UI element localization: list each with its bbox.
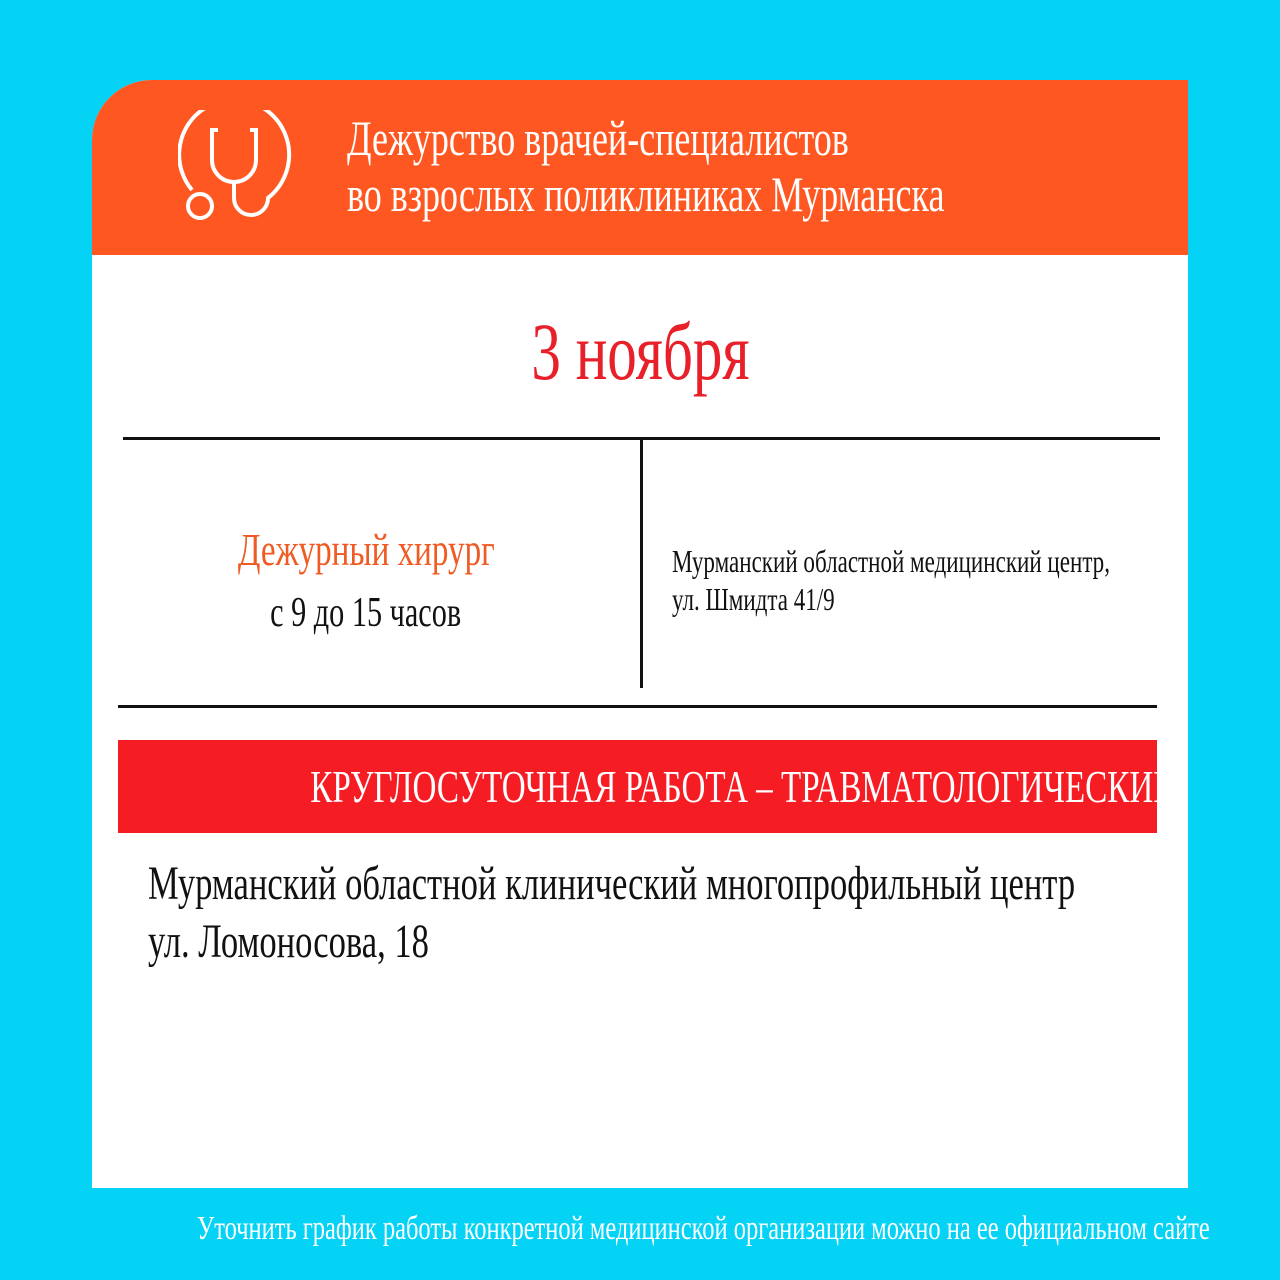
header: Дежурство врачей-специалистов во взрослы…	[92, 80, 1188, 255]
duty-address-line-2: ул. Шмидта 41/9	[672, 581, 835, 617]
banner-text: КРУГЛОСУТОЧНАЯ РАБОТА – ТРАВМАТОЛОГИЧЕСК…	[310, 761, 1188, 812]
divider-vertical	[640, 440, 643, 688]
divider-top	[123, 437, 1160, 440]
header-title: Дежурство врачей-специалистов во взрослы…	[347, 110, 1177, 222]
duty-title: Дежурный хирург	[237, 524, 495, 575]
trauma-address: Мурманский областной клинический многопр…	[148, 855, 1188, 971]
date-heading: 3 ноября	[92, 305, 1188, 399]
duty-block: Дежурный хирург с 9 до 15 часов	[92, 522, 640, 648]
duty-hours: с 9 до 15 часов	[270, 590, 462, 636]
date-text: 3 ноября	[530, 306, 750, 397]
duty-address: Мурманский областной медицинский центр, …	[672, 542, 1188, 618]
stethoscope-icon	[178, 110, 292, 220]
title-line-2: во взрослых поликлиниках Мурманска	[347, 166, 945, 222]
trauma-banner: КРУГЛОСУТОЧНАЯ РАБОТА – ТРАВМАТОЛОГИЧЕСК…	[118, 740, 1188, 833]
duty-address-line-1: Мурманский областной медицинский центр,	[672, 543, 1110, 579]
footer-note: Уточнить график работы конкретной медици…	[0, 1210, 1280, 1248]
title-line-1: Дежурство врачей-специалистов	[347, 110, 849, 166]
footer-text: Уточнить график работы конкретной медици…	[196, 1210, 1210, 1247]
divider-bottom	[118, 705, 1157, 708]
info-card: Дежурство врачей-специалистов во взрослы…	[92, 80, 1188, 1188]
trauma-address-line-2: ул. Ломоносова, 18	[148, 915, 429, 968]
trauma-address-line-1: Мурманский областной клинический многопр…	[148, 857, 1076, 910]
